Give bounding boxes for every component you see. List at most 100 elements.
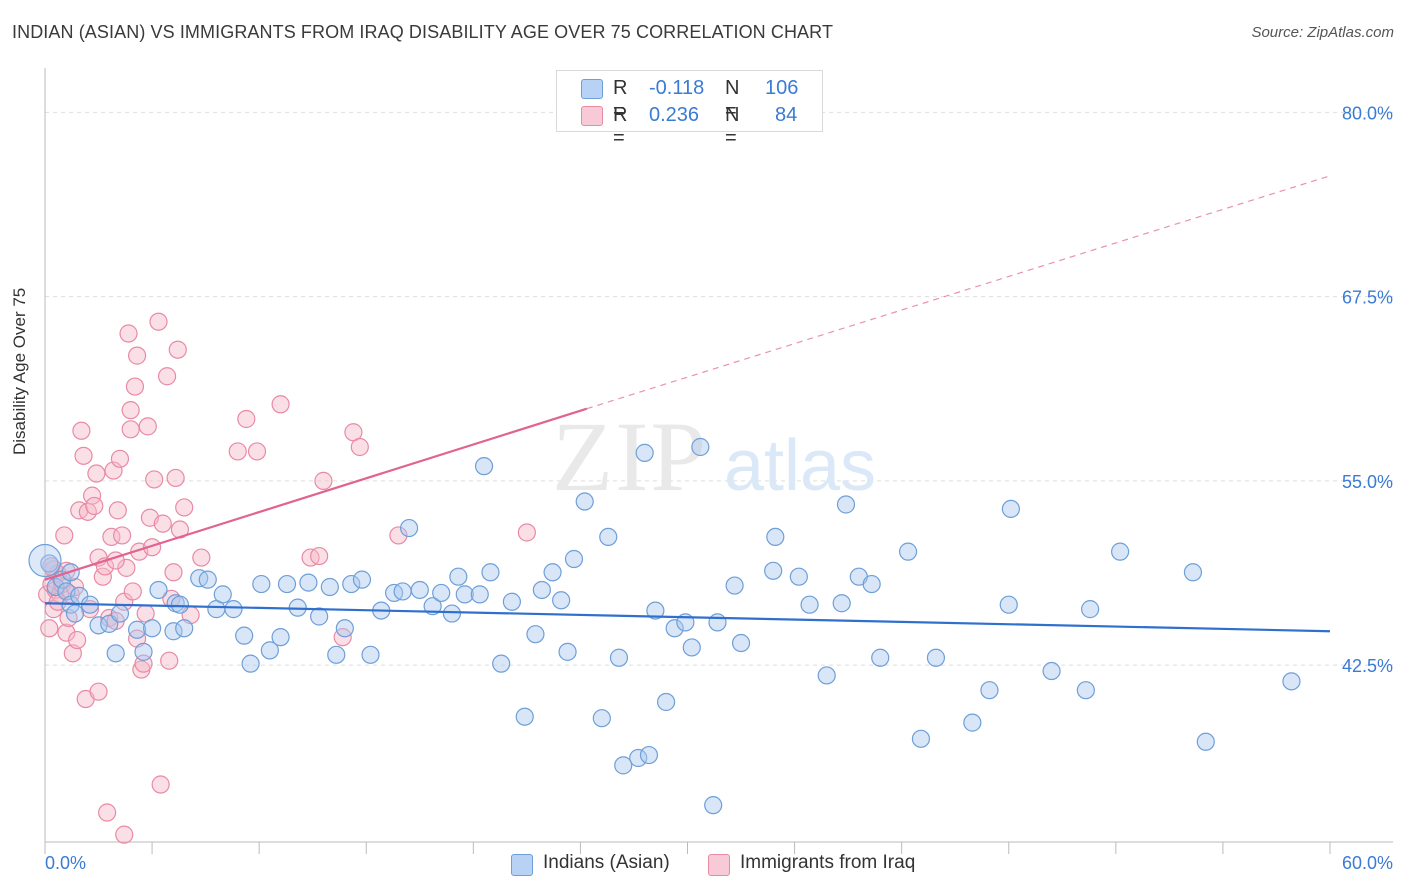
grid-lines bbox=[45, 111, 1393, 666]
data-point bbox=[192, 548, 211, 567]
data-point bbox=[85, 496, 104, 516]
legend-n-label: N = bbox=[725, 77, 740, 122]
data-point bbox=[247, 442, 267, 461]
data-point bbox=[134, 642, 153, 661]
data-point bbox=[629, 748, 648, 768]
data-point bbox=[138, 417, 157, 436]
data-point bbox=[57, 623, 76, 642]
legend-r-value: 0.236 bbox=[649, 104, 700, 126]
data-point bbox=[235, 626, 254, 645]
data-point bbox=[327, 645, 346, 664]
data-point bbox=[198, 570, 217, 589]
data-point bbox=[731, 633, 751, 653]
data-point bbox=[646, 601, 665, 620]
tick-labels: 42.5% 55.0% 67.5% 80.0% 0.0% 60.0% bbox=[45, 103, 1393, 873]
data-point bbox=[599, 527, 618, 547]
bottom-legend-swatch-pink bbox=[708, 854, 730, 876]
data-point bbox=[999, 595, 1018, 614]
data-point bbox=[87, 464, 106, 483]
data-point bbox=[800, 595, 819, 614]
data-point bbox=[455, 585, 474, 604]
data-point bbox=[1111, 542, 1130, 561]
data-point bbox=[89, 682, 108, 701]
data-point bbox=[164, 563, 183, 582]
data-point bbox=[1282, 672, 1301, 691]
data-point bbox=[862, 574, 881, 594]
data-point bbox=[342, 574, 361, 594]
data-point bbox=[389, 526, 408, 545]
data-point bbox=[277, 574, 297, 594]
data-point bbox=[98, 803, 117, 822]
data-point bbox=[361, 645, 380, 664]
data-point bbox=[123, 582, 142, 601]
data-point bbox=[168, 340, 187, 359]
data-point bbox=[153, 514, 172, 533]
data-point bbox=[1081, 600, 1100, 619]
data-point bbox=[832, 594, 851, 613]
axes bbox=[44, 68, 1393, 854]
data-point bbox=[271, 395, 290, 414]
data-point bbox=[115, 825, 134, 844]
data-point bbox=[112, 526, 132, 545]
data-point bbox=[1183, 563, 1203, 582]
y-tick-label: 55.0% bbox=[1342, 472, 1393, 492]
data-point bbox=[310, 607, 329, 626]
data-point bbox=[432, 583, 451, 603]
data-point bbox=[691, 437, 710, 457]
x-tick-label: 60.0% bbox=[1342, 853, 1393, 873]
legend-r-label: R = bbox=[613, 77, 628, 122]
data-point bbox=[656, 692, 676, 712]
y-tick-label: 80.0% bbox=[1342, 103, 1393, 123]
data-point bbox=[492, 654, 511, 673]
data-point bbox=[682, 638, 701, 657]
data-point bbox=[592, 709, 611, 728]
data-point bbox=[121, 401, 140, 420]
data-point bbox=[213, 585, 232, 604]
data-point bbox=[898, 542, 918, 561]
data-point bbox=[609, 648, 629, 667]
data-point bbox=[350, 437, 369, 457]
trend-line-iraq bbox=[44, 407, 588, 581]
data-point bbox=[65, 604, 85, 623]
data-point bbox=[926, 648, 946, 667]
trend-line-indians bbox=[44, 602, 1331, 633]
legend-n-value: 84 bbox=[775, 104, 798, 126]
data-point bbox=[40, 619, 59, 638]
data-point bbox=[40, 554, 59, 573]
data-point bbox=[871, 648, 890, 667]
data-point bbox=[481, 563, 500, 582]
y-tick-label: 67.5% bbox=[1342, 288, 1393, 308]
legend-swatch-pink bbox=[581, 106, 603, 126]
data-point bbox=[110, 449, 130, 468]
data-point bbox=[55, 526, 74, 545]
data-point bbox=[393, 582, 412, 601]
legend-swatch-blue bbox=[581, 79, 603, 99]
data-point bbox=[142, 538, 162, 557]
data-point bbox=[725, 576, 744, 595]
data-point bbox=[314, 471, 333, 490]
legend-r-value: -0.118 bbox=[649, 77, 705, 99]
data-point bbox=[764, 561, 783, 580]
data-point bbox=[517, 523, 536, 542]
data-point bbox=[252, 574, 271, 594]
data-point bbox=[639, 745, 659, 765]
data-point bbox=[526, 625, 545, 644]
data-point bbox=[635, 443, 654, 462]
data-point bbox=[335, 619, 354, 638]
data-point bbox=[614, 756, 633, 775]
bottom-legend-swatch-blue bbox=[511, 854, 533, 876]
trend-line-iraq-extension bbox=[586, 175, 1331, 410]
data-point bbox=[271, 628, 290, 647]
data-point bbox=[119, 324, 138, 343]
data-point bbox=[151, 775, 170, 794]
data-point bbox=[399, 518, 419, 538]
data-point bbox=[175, 498, 194, 517]
data-point bbox=[708, 613, 727, 632]
data-point bbox=[704, 796, 723, 815]
data-point bbox=[552, 591, 571, 610]
data-point bbox=[108, 501, 127, 520]
data-point bbox=[442, 604, 462, 623]
bottom-legend-label: Immigrants from Iraq bbox=[740, 852, 916, 873]
data-point bbox=[789, 567, 808, 586]
data-point bbox=[175, 619, 194, 638]
